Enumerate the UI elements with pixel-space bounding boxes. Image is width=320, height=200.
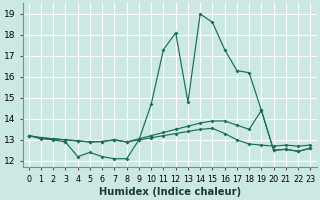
X-axis label: Humidex (Indice chaleur): Humidex (Indice chaleur) [99, 187, 241, 197]
